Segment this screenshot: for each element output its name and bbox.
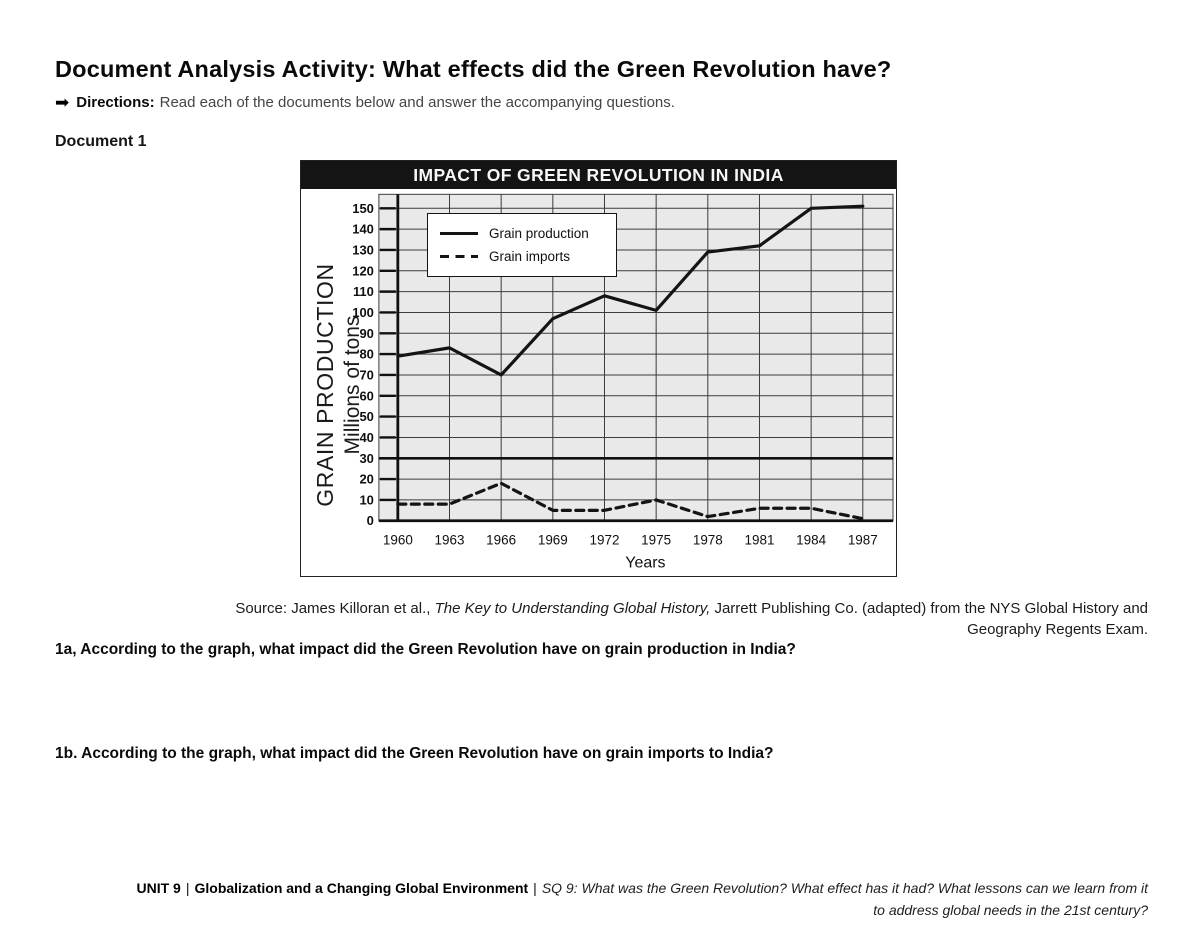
right-arrow-icon: ➡: [55, 93, 70, 112]
y-tick-label: 50: [359, 409, 373, 424]
legend-label: Grain imports: [489, 249, 571, 264]
footer-unit-title: Globalization and a Changing Global Envi…: [194, 880, 529, 896]
grain-chart: IMPACT OF GREEN REVOLUTION IN INDIA GRAI…: [300, 160, 897, 577]
directions: ➡ Directions: Read each of the documents b…: [55, 93, 675, 113]
directions-text: Read each of the documents below and ans…: [159, 94, 675, 111]
y-tick-label: 100: [352, 305, 374, 320]
grain-production-line: [396, 204, 865, 377]
page-footer: UNIT 9 | Globalization and a Changing Glob…: [55, 877, 1149, 921]
y-tick-label: 60: [359, 388, 373, 403]
footer-unit-label: UNIT 9: [136, 880, 181, 896]
y-tick-label: 70: [359, 367, 373, 382]
question-1b: 1b. According to the graph, what impact …: [55, 745, 774, 762]
legend-label: Grain production: [489, 226, 589, 241]
y-tick-label: 30: [359, 451, 373, 466]
directions-label: Directions:: [76, 94, 155, 111]
footer-separator: |: [533, 880, 537, 896]
y-tick-label: 40: [359, 430, 373, 445]
footer-line1: UNIT 9 | Globalization and a Changing Glob…: [55, 877, 1149, 899]
footer-line2: to address global needs in the 21st cent…: [55, 899, 1148, 921]
page-title: Document Analysis Activity: What effects…: [55, 56, 892, 82]
x-tick-label: 1987: [848, 533, 878, 548]
footer-separator: |: [185, 880, 190, 896]
chart-legend: Grain production Grain imports: [427, 213, 617, 277]
y-tick-label: 130: [352, 242, 374, 257]
y-tick-label: 90: [359, 326, 373, 341]
legend-item-grain-imports: Grain imports: [440, 249, 616, 264]
y-tick-label: 10: [359, 492, 373, 507]
dashed-line-swatch: [440, 254, 478, 259]
x-tick-label: 1963: [435, 533, 465, 548]
y-tick-label: 150: [352, 201, 374, 216]
chart-title: IMPACT OF GREEN REVOLUTION IN INDIA: [301, 161, 896, 189]
source-citation: Source: James Killoran et al., The Key t…: [55, 598, 1148, 640]
legend-item-grain-production: Grain production: [440, 226, 616, 241]
source-prefix: Source: James Killoran et al.,: [235, 600, 435, 617]
footer-sq-line2: to address global needs in the 21st cent…: [873, 902, 1148, 918]
x-tick-label: 1975: [641, 533, 671, 548]
solid-line-swatch: [440, 232, 478, 235]
x-tick-label: 1972: [590, 533, 620, 548]
x-tick-label: 1966: [486, 533, 516, 548]
question-1a: 1a, According to the graph, what impact …: [55, 641, 796, 658]
y-tick-label: 110: [353, 284, 374, 299]
footer-sq-line1: SQ 9: What was the Green Revolution? Wha…: [541, 880, 1148, 896]
source-line1: Source: James Killoran et al., The Key t…: [235, 600, 1148, 617]
x-axis-title: Years: [625, 555, 665, 572]
document-1-label: Document 1: [55, 133, 147, 150]
source-book-title: The Key to Understanding Global History,: [434, 600, 711, 617]
x-tick-label: 1960: [383, 533, 413, 548]
x-tick-label: 1981: [744, 533, 774, 548]
y-tick-label: 120: [352, 263, 374, 278]
x-tick-label: 1978: [693, 533, 723, 548]
x-tick-label: 1984: [796, 533, 826, 548]
y-tick-label: 20: [359, 472, 373, 487]
y-tick-label: 80: [359, 347, 373, 362]
y-tick-label: 140: [352, 222, 374, 237]
y-tick-label: 0: [367, 513, 374, 528]
grain-imports-line: [396, 481, 865, 521]
source-suffix: Jarrett Publishing Co. (adapted) from th…: [710, 600, 1148, 617]
source-line2: Geography Regents Exam.: [967, 621, 1148, 638]
x-tick-label: 1969: [538, 533, 568, 548]
